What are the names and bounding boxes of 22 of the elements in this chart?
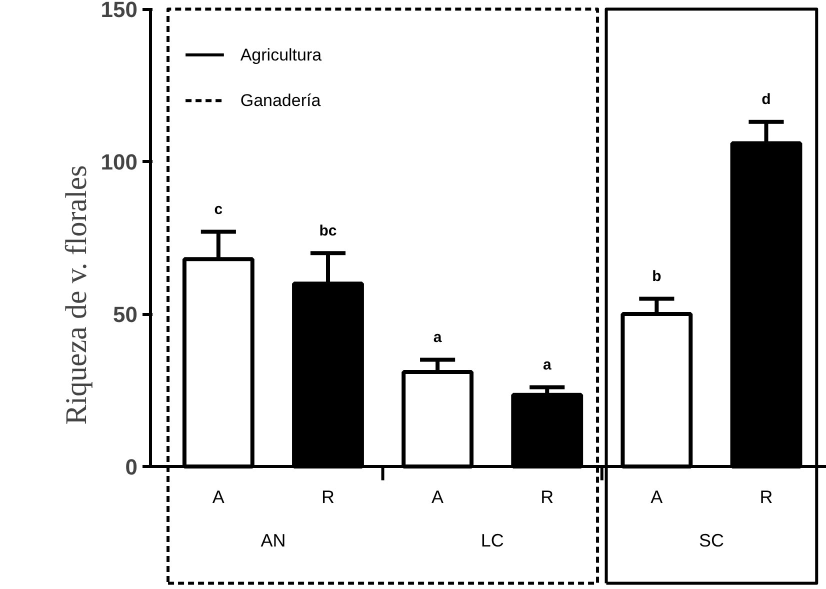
y-axis-title: Riqueza de v. florales (60, 165, 93, 425)
data-label: bc (319, 222, 337, 240)
data-label: c (214, 200, 223, 218)
y-tick-label: 0 (125, 454, 138, 480)
data-label: a (542, 356, 552, 374)
y-tick-label: 50 (113, 302, 138, 328)
x-tick-label: R (760, 487, 773, 508)
data-label: a (433, 329, 442, 346)
text: SC (698, 530, 724, 551)
annotation: Agricultura (240, 45, 322, 64)
x-tick-label: A (650, 487, 663, 508)
annotation: Ganadería (240, 91, 322, 110)
text: AN (260, 530, 286, 551)
x-tick-label: R (540, 487, 554, 508)
text: LC (480, 530, 504, 551)
x-tick-label: R (321, 487, 334, 508)
x-tick-label: A (212, 487, 224, 508)
y-tick-label: 100 (100, 150, 138, 175)
data-label: b (652, 268, 662, 286)
y-tick-label: 150 (100, 0, 138, 22)
data-label: d (762, 91, 771, 108)
x-tick-label: A (432, 487, 444, 508)
